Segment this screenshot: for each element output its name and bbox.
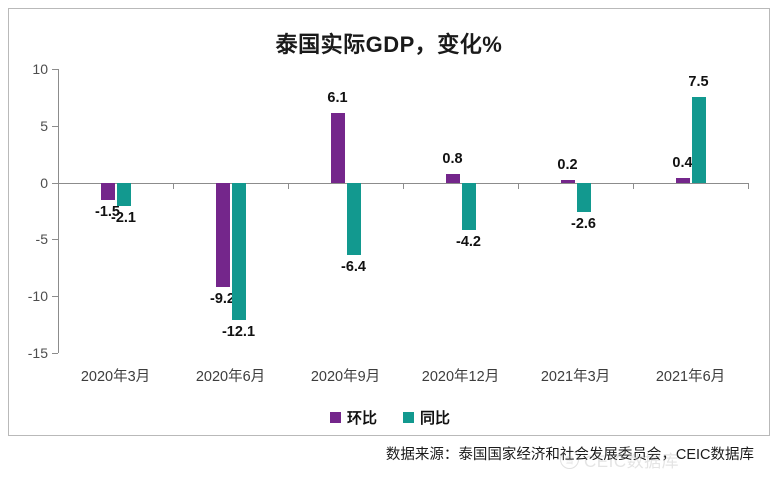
bar-qoq[interactable] [560, 180, 575, 183]
x-category-label: 2020年9月 [310, 369, 381, 385]
bar-value-label: -6.4 [341, 259, 366, 276]
x-category-label: 2020年3月 [80, 369, 151, 385]
bar-value-label: 7.5 [688, 74, 709, 91]
legend-label-qoq: 环比 [346, 410, 377, 427]
x-category-label: 2021年3月 [540, 369, 611, 385]
chart-legend: 环比 同比 [9, 407, 771, 428]
bar-yoy[interactable] [461, 182, 476, 231]
y-tick-label: 10 [32, 61, 48, 77]
bar-value-label: -2.6 [571, 216, 596, 233]
source-note: 数据来源：泰国国家经济和社会发展委员会，CEIC数据库 [385, 447, 754, 463]
y-tick-mark [52, 239, 58, 241]
y-tick-label: -10 [27, 288, 48, 305]
bar-yoy[interactable] [116, 182, 131, 207]
bar-group: -1.5 -2.1 [58, 69, 173, 353]
legend-label-yoy: 同比 [420, 410, 451, 427]
legend-swatch-yoy-icon [403, 412, 414, 423]
bar-group: 0.4 7.5 [633, 69, 748, 353]
x-tick-mark [173, 182, 174, 189]
bar-yoy[interactable] [691, 97, 706, 183]
bar-qoq[interactable] [330, 113, 345, 183]
y-tick-mark [52, 353, 58, 354]
x-tick-mark [633, 182, 634, 189]
chart-frame: 泰国实际GDP，变化% 10 5 0 -5 -10 -15 -1.5 -2.1 -9.2 -12… [8, 8, 770, 436]
x-tick-mark [518, 182, 519, 189]
bar-value-label: 0.4 [672, 155, 693, 172]
bar-group: 0.2 -2.6 [518, 69, 633, 353]
bar-qoq[interactable] [215, 182, 230, 288]
bar-value-label: 6.1 [327, 90, 348, 107]
y-tick-mark [52, 182, 58, 184]
x-tick-mark [288, 182, 289, 189]
y-axis-line [58, 69, 59, 353]
y-tick-label: 5 [40, 117, 48, 134]
bar-value-label: -2.1 [111, 210, 136, 227]
x-tick-mark [403, 182, 404, 189]
y-tick-mark [52, 125, 58, 127]
bar-group: 0.8 -4.2 [403, 69, 518, 353]
x-category-label: 2020年12月 [421, 369, 500, 385]
bar-yoy[interactable] [346, 182, 361, 256]
x-category-label: 2020年6月 [195, 369, 266, 385]
bar-yoy[interactable] [231, 182, 246, 321]
legend-item-yoy[interactable]: 同比 [403, 407, 450, 428]
bar-value-label: -4.2 [456, 234, 481, 251]
bar-value-label: -9.2 [210, 291, 235, 308]
y-tick-label: -15 [27, 345, 48, 361]
bar-qoq[interactable] [675, 178, 690, 183]
bar-value-label: 0.8 [442, 150, 463, 167]
x-tick-mark [58, 182, 59, 189]
y-tick-mark [52, 69, 58, 70]
y-tick-mark [52, 296, 58, 298]
legend-item-qoq[interactable]: 环比 [329, 407, 377, 428]
y-tick-label: -5 [35, 231, 48, 248]
x-category-label: 2021年6月 [655, 369, 726, 385]
bar-qoq[interactable] [445, 173, 460, 183]
chart-title: 泰国实际GDP，变化% [275, 32, 503, 57]
bar-group: -9.2 -12.1 [173, 69, 288, 353]
bar-value-label: -1.5 [95, 203, 120, 220]
bar-yoy[interactable] [576, 182, 591, 213]
x-tick-mark [748, 182, 749, 189]
legend-swatch-qoq-icon [329, 412, 341, 423]
bar-group: 6.1 -6.4 [288, 69, 403, 353]
plot-area: 10 5 0 -5 -10 -15 -1.5 -2.1 -9.2 -12.1 6.1 -6.4 0.8… [28, 61, 749, 385]
y-tick-label: 0 [40, 174, 48, 191]
bar-value-label: 0.2 [557, 157, 578, 174]
bar-value-label: -12.1 [221, 324, 256, 341]
bar-qoq[interactable] [100, 182, 115, 200]
